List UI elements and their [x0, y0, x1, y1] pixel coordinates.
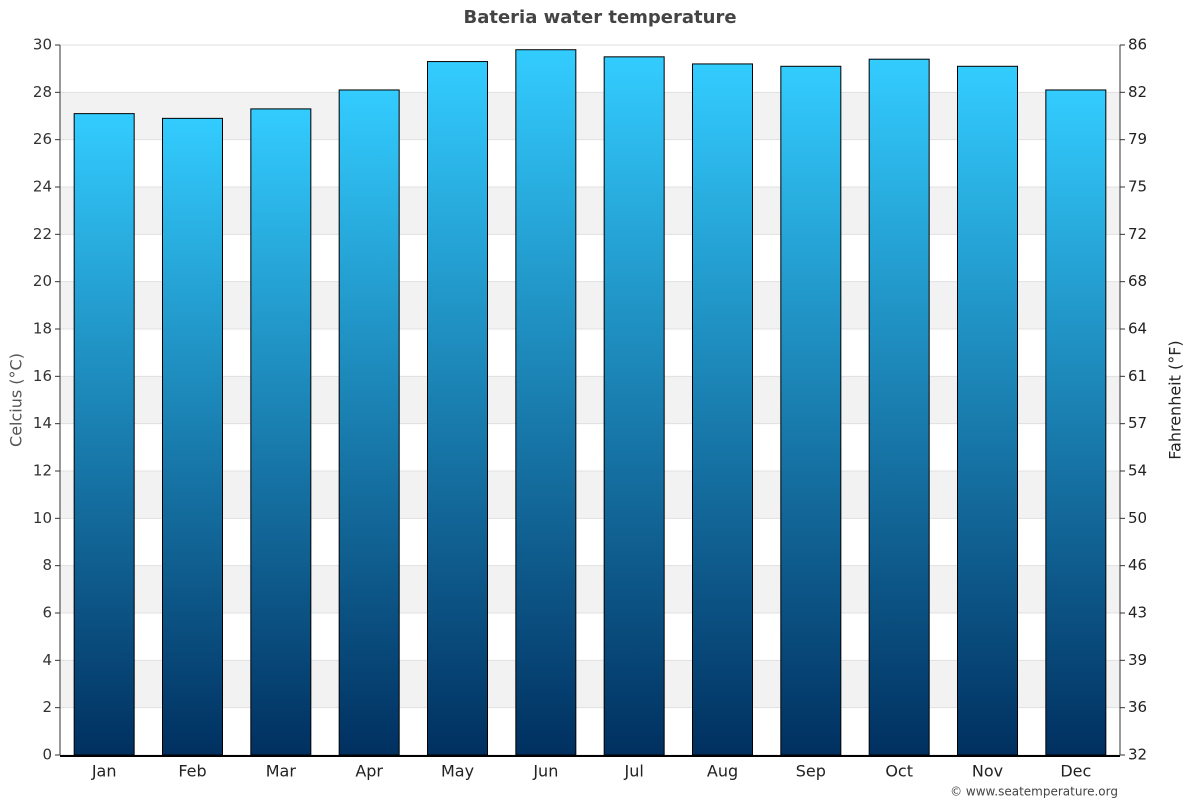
grid-band — [60, 660, 1120, 708]
y2-tick-label: 32 — [1128, 746, 1147, 764]
y2-tick-label: 64 — [1128, 320, 1147, 338]
bar — [73, 113, 135, 756]
bar — [692, 63, 753, 756]
y2-tick-label: 54 — [1128, 462, 1147, 480]
y2-tick-label: 46 — [1128, 556, 1147, 574]
y-tick-label: 0 — [42, 746, 52, 764]
y-tick-label: 20 — [33, 272, 52, 290]
bar — [603, 56, 665, 756]
y2-tick-label: 39 — [1128, 651, 1147, 669]
x-tick-label: Jan — [91, 762, 117, 781]
y2-tick-label: 61 — [1128, 367, 1147, 385]
y-tick-label: 16 — [33, 367, 52, 385]
y-tick-label: 6 — [42, 604, 52, 622]
y-tick-label: 26 — [33, 130, 52, 148]
y-tick-label: 8 — [42, 556, 52, 574]
x-tick-label: Mar — [266, 762, 297, 781]
bar — [338, 89, 400, 756]
bar — [515, 49, 577, 756]
bar — [780, 65, 842, 756]
y2-tick-label: 43 — [1128, 604, 1147, 622]
x-tick-label: May — [441, 762, 474, 781]
y2-tick-label: 50 — [1128, 509, 1147, 527]
x-tick-label: Sep — [796, 762, 826, 781]
y-tick-label: 24 — [33, 178, 52, 196]
bar — [868, 58, 930, 756]
y2-tick-label: 82 — [1128, 83, 1147, 101]
x-tick-label: Dec — [1060, 762, 1091, 781]
x-tick-label: Jun — [532, 762, 558, 781]
bar — [162, 117, 223, 756]
grid-band — [60, 281, 1120, 329]
y-tick-label: 28 — [33, 83, 52, 101]
chart-title: Bateria water temperature — [463, 7, 736, 28]
x-tick-label: Nov — [972, 762, 1003, 781]
grid-band — [60, 376, 1120, 424]
y-tick-label: 10 — [33, 509, 52, 527]
y-tick-label: 30 — [33, 36, 52, 54]
x-tick-label: Apr — [355, 762, 383, 781]
y-axis-label: Celcius (°C) — [7, 353, 26, 447]
grid-band — [60, 565, 1120, 613]
grid-band — [60, 187, 1120, 235]
y2-tick-label: 86 — [1128, 36, 1147, 54]
y-tick-label: 18 — [33, 320, 52, 338]
y2-tick-label: 68 — [1128, 272, 1147, 290]
y-tick-label: 12 — [33, 462, 52, 480]
x-tick-label: Oct — [885, 762, 913, 781]
grid-band — [60, 471, 1120, 519]
x-tick-label: Jul — [624, 762, 644, 781]
y-tick-label: 4 — [42, 651, 52, 669]
bar — [1045, 89, 1107, 756]
y2-tick-label: 75 — [1128, 178, 1147, 196]
grid-band — [60, 92, 1120, 140]
bar — [250, 108, 312, 756]
y-tick-label: 22 — [33, 225, 52, 243]
y2-tick-label: 79 — [1128, 130, 1147, 148]
y-tick-label: 14 — [33, 414, 52, 432]
x-tick-label: Aug — [707, 762, 738, 781]
y2-tick-label: 57 — [1128, 414, 1147, 432]
bar — [957, 65, 1018, 756]
y2-axis-label: Fahrenheit (°F) — [1166, 340, 1185, 459]
y-tick-label: 2 — [42, 698, 52, 716]
x-tick-label: Feb — [178, 762, 206, 781]
y2-tick-label: 72 — [1128, 225, 1147, 243]
source-credit: © www.seatemperature.org — [950, 785, 1118, 799]
bar — [427, 61, 488, 756]
y2-tick-label: 36 — [1128, 698, 1147, 716]
